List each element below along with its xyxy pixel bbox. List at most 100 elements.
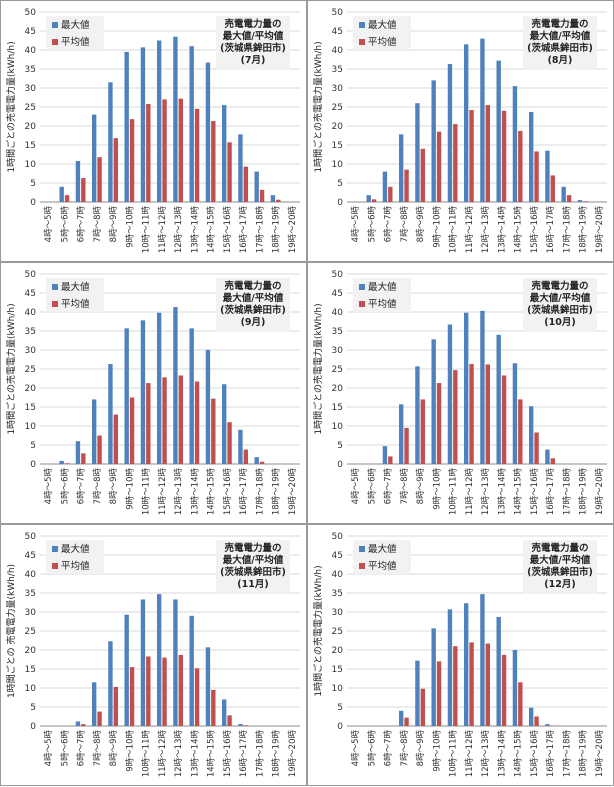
x-tick-label: 5時～6時 — [367, 206, 377, 243]
bar-avg-4 — [420, 688, 426, 726]
bar-max-13 — [254, 457, 259, 464]
x-tick-label: 16時～17時 — [239, 730, 249, 778]
bar-avg-5 — [436, 661, 442, 726]
y-tick-label: 25 — [25, 103, 36, 113]
bar-avg-6 — [453, 370, 458, 464]
y-tick-label: 15 — [332, 665, 343, 675]
title-box — [216, 540, 290, 594]
x-tick-label: 19時～20時 — [288, 206, 298, 254]
y-tick-label: 5 — [30, 179, 36, 189]
chart-title-line: (茨城県鉾田市) — [220, 566, 286, 578]
y-tick-label: 30 — [332, 84, 344, 94]
chart-panel-5: 0 5 10 15 20 25 30 35 40 45 50 1時間ごとの 売電電力量(kWh/h) 4… — [0, 524, 307, 786]
legend-label: 平均値 — [61, 298, 90, 310]
bar-max-1 — [366, 195, 371, 202]
chart-title-line: (10月) — [544, 317, 575, 328]
y-tick-label: 0 — [30, 460, 36, 470]
legend-swatch — [359, 284, 365, 290]
x-tick-label: 6時～7時 — [384, 468, 394, 505]
x-tick-label: 11時～12時 — [158, 468, 168, 516]
x-tick-label: 7時～8時 — [400, 206, 410, 243]
bar-avg-10 — [518, 682, 523, 726]
bar-avg-2 — [388, 186, 393, 202]
x-tick-label: 4時～5時 — [44, 468, 54, 505]
bar-max-4 — [415, 103, 420, 202]
chart-title-line: 売電電力量の — [224, 280, 281, 292]
bar-avg-11 — [227, 422, 232, 464]
x-tick-label: 6時～7時 — [77, 206, 87, 243]
bar-max-5 — [431, 339, 436, 464]
bar-max-2 — [382, 171, 388, 202]
bar-max-10 — [512, 363, 518, 464]
bar-avg-3 — [404, 427, 409, 464]
x-tick-label: 12時～13時 — [481, 206, 491, 254]
y-tick-label: 45 — [25, 551, 36, 561]
bar-max-13 — [254, 171, 259, 202]
bar-avg-4 — [420, 399, 426, 464]
x-tick-label: 10時～11時 — [142, 468, 152, 516]
bar-avg-10 — [518, 399, 523, 464]
x-tick-label: 9時～10時 — [125, 206, 135, 248]
x-tick-label: 11時～12時 — [465, 468, 475, 516]
bar-max-12 — [545, 724, 550, 726]
y-tick-label: 20 — [332, 384, 344, 394]
title-box — [216, 278, 290, 332]
x-tick-label: 10時～11時 — [449, 730, 459, 778]
legend-label: 最大値 — [61, 281, 90, 293]
y-tick-label: 50 — [332, 532, 344, 542]
x-tick-label: 8時～9時 — [416, 468, 426, 505]
x-tick-label: 9時～10時 — [432, 468, 442, 510]
bar-max-4 — [108, 82, 113, 202]
x-tick-label: 13時～14時 — [497, 730, 507, 778]
x-tick-label: 10時～11時 — [142, 206, 152, 254]
title-box — [523, 278, 597, 332]
y-tick-label: 30 — [332, 608, 344, 618]
x-tick-label: 19時～20時 — [595, 468, 605, 516]
bar-max-9 — [496, 616, 501, 726]
bar-max-9 — [189, 328, 194, 464]
y-tick-label: 20 — [25, 122, 37, 132]
y-tick-label: 0 — [337, 722, 343, 732]
x-tick-label: 9時～10時 — [125, 730, 135, 772]
x-tick-label: 14時～15時 — [207, 206, 217, 254]
x-tick-label: 17時～18時 — [255, 206, 265, 254]
x-tick-label: 7時～8時 — [93, 730, 103, 767]
bar-avg-6 — [146, 103, 151, 202]
chart-title-line: 売電電力量の — [531, 542, 588, 554]
y-axis-label: 1時間ごとの売電電力量(kWh/h) — [312, 565, 324, 696]
x-tick-label: 7時～8時 — [400, 730, 410, 767]
bar-max-6 — [447, 324, 453, 464]
bar-avg-4 — [420, 148, 426, 202]
bar-max-9 — [189, 46, 194, 203]
bar-avg-10 — [211, 121, 216, 202]
y-tick-label: 25 — [332, 365, 343, 375]
bar-max-1 — [59, 186, 64, 202]
x-tick-label: 19時～20時 — [288, 730, 298, 778]
chart-title-line: 売電電力量の — [224, 18, 281, 30]
bar-avg-7 — [469, 364, 474, 464]
x-tick-label: 18時～19時 — [272, 730, 282, 778]
bar-max-12 — [545, 150, 550, 202]
bar-max-13 — [561, 186, 566, 202]
y-tick-label: 50 — [25, 8, 37, 18]
bar-avg-2 — [81, 724, 86, 726]
bar-avg-7 — [469, 642, 474, 726]
y-axis-label: 1時間ごとの売電電力量(kWh/h) — [312, 303, 324, 434]
bar-avg-8 — [178, 654, 184, 726]
y-tick-label: 5 — [337, 441, 343, 451]
x-tick-label: 18時～19時 — [579, 468, 589, 516]
legend-label: 平均値 — [368, 36, 397, 48]
x-tick-label: 12時～13時 — [174, 730, 184, 778]
x-tick-label: 12時～13時 — [481, 468, 491, 516]
legend-swatch — [52, 39, 58, 45]
bar-max-3 — [398, 404, 404, 464]
x-tick-label: 17時～18時 — [562, 206, 572, 254]
x-tick-label: 10時～11時 — [449, 468, 459, 516]
bar-avg-5 — [129, 397, 135, 464]
x-tick-label: 5時～6時 — [60, 468, 70, 505]
y-tick-label: 15 — [332, 141, 343, 151]
legend-label: 平均値 — [368, 560, 397, 572]
y-tick-label: 15 — [25, 141, 36, 151]
bar-avg-8 — [178, 98, 184, 202]
bar-avg-1 — [371, 199, 377, 202]
